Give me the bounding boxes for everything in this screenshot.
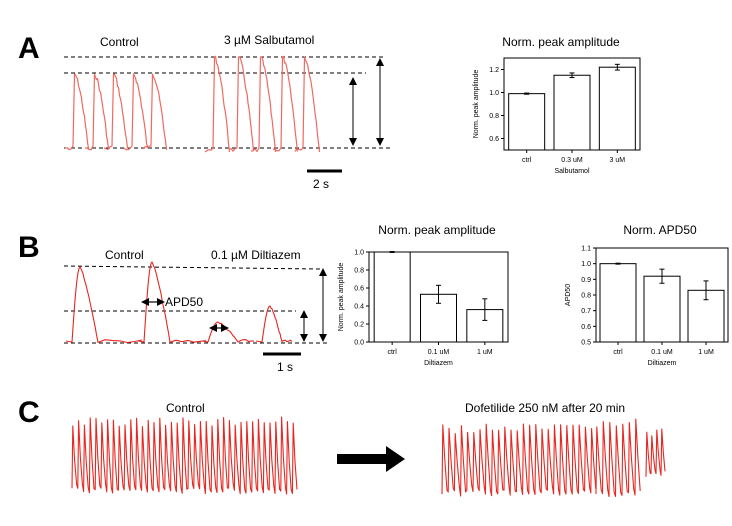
panel-b-scale-label: 1 s: [277, 360, 293, 374]
y-tick-label: 0.8: [489, 113, 499, 120]
y-tick-label: 1.2: [489, 67, 499, 74]
panel-c-letter: C: [18, 396, 40, 429]
x-axis-label: Diltiazem: [424, 360, 453, 367]
y-axis-label: Norm. peak amplitude: [473, 70, 480, 139]
panel-b-control-action-potentials: [65, 261, 207, 344]
x-tick-label: ctrl: [613, 349, 623, 356]
panel-b-drug-label: 0.1 µM Diltiazem: [211, 248, 301, 262]
panel-a: A Control 3 µM Salbutamol 2 s Norm. peak…: [18, 32, 641, 191]
y-tick-label: 0.7: [581, 308, 591, 315]
panel-c-drug-trace: [441, 418, 666, 498]
chart-title: Norm. APD50: [623, 223, 697, 237]
y-tick-label: 0.8: [354, 268, 364, 275]
panel-c-control-beats: [71, 416, 298, 495]
panel-b-top-dashed-line: [63, 265, 321, 270]
y-tick-label: 0.2: [354, 322, 364, 329]
y-tick-label: 0.5: [581, 340, 591, 347]
bar: [599, 263, 637, 343]
panel-c-drug-beats-3: [645, 428, 666, 477]
panel-a-drug-action-potentials: [204, 55, 321, 153]
x-tick-label: 1 uM: [698, 349, 714, 356]
y-tick-label: 0.9: [581, 277, 591, 284]
panel-a-salbutamol-bar-chart: Norm. peak amplitude 0.6 0.8 1.0 1.2 ctrl 0.3 …: [473, 35, 641, 175]
y-tick-label: 1.0: [354, 250, 364, 257]
panel-b-control-trace: [65, 261, 207, 344]
panel-c-drug-beats-2: [595, 418, 641, 498]
panel-b-diltiazem-apd50-bar-chart: Norm. APD50 0.5 0.6 0.7 0.8 0.9 1.0 1.1 ctrl 0.1 …: [565, 223, 729, 367]
chart-title: Norm. peak amplitude: [502, 35, 620, 49]
panel-a-control-action-potentials: [64, 73, 168, 151]
x-tick-label: ctrl: [522, 157, 532, 164]
y-tick-label: 0.8: [581, 293, 591, 300]
x-tick-label: 0.1 uM: [651, 349, 673, 356]
x-tick-label: 0.1 uM: [428, 349, 450, 356]
bar: [508, 93, 546, 151]
bar: [373, 251, 411, 343]
panel-c-arrow: [337, 446, 405, 472]
x-tick-label: 0.3 uM: [561, 157, 583, 164]
panel-c-drug-label: Dofetilide 250 nM after 20 min: [465, 401, 625, 415]
panel-b-diltiazem-amplitude-bar-chart: Norm. peak amplitude 0.0 0.2 0.4 0.6 0.8 1.0 ct…: [338, 223, 509, 367]
panel-a-control-label: Control: [100, 35, 139, 49]
panel-a-scale-label: 2 s: [313, 177, 329, 191]
y-tick-label: 1.0: [581, 261, 591, 268]
panel-a-letter: A: [18, 32, 40, 65]
y-tick-label: 1.1: [581, 246, 591, 253]
panel-a-drug-trace: [204, 55, 321, 153]
bar: [553, 74, 591, 151]
panel-c-drug-beats-1: [441, 423, 597, 497]
panel-a-drug-label: 3 µM Salbutamol: [224, 33, 314, 47]
panel-b: B Control 0.1 µM Diltiazem APD50 1 s Nor…: [18, 223, 729, 374]
x-tick-label: 3 uM: [610, 157, 626, 164]
panel-c-control-trace: [71, 416, 298, 495]
y-tick-label: 0.6: [489, 136, 499, 143]
y-axis-label: Norm. peak amplitude: [338, 263, 345, 332]
y-tick-label: 0.6: [581, 324, 591, 331]
x-tick-label: ctrl: [387, 349, 397, 356]
panel-b-apd50-label: APD50: [165, 295, 203, 309]
x-axis-label: Diltiazem: [648, 360, 677, 367]
x-tick-label: 1 uM: [477, 349, 493, 356]
bar: [598, 66, 636, 151]
panel-a-control-trace: [64, 73, 168, 151]
y-tick-label: 0.6: [354, 286, 364, 293]
panel-c: C Control Dofetilide 250 nM after 20 min: [18, 396, 666, 498]
chart-title: Norm. peak amplitude: [378, 223, 496, 237]
bar: [643, 275, 681, 343]
panel-b-control-label: Control: [105, 248, 144, 262]
y-tick-label: 0.0: [354, 340, 364, 347]
y-tick-label: 1.0: [489, 90, 499, 97]
panel-c-arrow-shaft: [337, 454, 387, 464]
x-axis-label: Salbutamol: [554, 168, 589, 175]
panel-c-arrow-head: [386, 446, 405, 472]
y-axis-label: APD50: [565, 284, 572, 306]
y-tick-label: 0.4: [354, 304, 364, 311]
panel-c-control-label: Control: [166, 401, 205, 415]
panel-b-letter: B: [18, 231, 40, 264]
